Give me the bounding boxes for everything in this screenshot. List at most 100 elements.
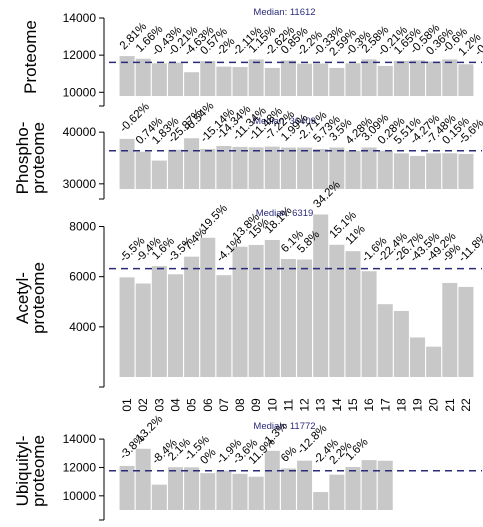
y-axis-title-line: Phospho- <box>13 122 32 195</box>
bar <box>184 256 200 377</box>
bar <box>151 160 167 189</box>
y-tick-label: 6000 <box>69 270 96 284</box>
bar <box>426 61 442 96</box>
bar <box>377 150 393 189</box>
bar <box>119 138 135 189</box>
y-axis-title-line: Proteome <box>21 20 40 94</box>
bar <box>329 147 345 189</box>
panel-4: 10000 12000 14000 Ubiquityl-proteome Median:… <box>13 413 482 521</box>
x-category-label: 17 <box>378 398 392 412</box>
bar <box>216 470 232 510</box>
bar <box>442 59 458 96</box>
bar <box>216 275 232 377</box>
bar <box>135 58 151 96</box>
x-category-label: 05 <box>185 398 199 412</box>
bar <box>297 63 313 96</box>
bar <box>345 251 361 377</box>
bar <box>167 274 183 377</box>
bar <box>329 474 345 510</box>
bar <box>248 476 264 510</box>
x-category-label: 06 <box>201 398 215 412</box>
bar <box>264 146 280 189</box>
bar <box>135 448 151 510</box>
x-category-label: 22 <box>459 398 473 412</box>
bar <box>280 147 296 189</box>
x-category-label: 04 <box>168 398 182 412</box>
bar <box>264 67 280 96</box>
y-axis-title: Phospho-proteome <box>13 122 48 195</box>
x-category-label: 20 <box>427 398 441 412</box>
bar-value-label: 1.6% <box>344 436 371 463</box>
bar <box>329 67 345 96</box>
x-category-label: 15 <box>346 398 360 412</box>
bar <box>232 473 248 510</box>
y-axis-title: Ubiquityl-proteome <box>13 435 48 507</box>
x-category-label: 16 <box>362 398 376 412</box>
bar <box>184 467 200 510</box>
bar <box>119 465 135 510</box>
bar <box>458 64 474 96</box>
bar <box>458 153 474 189</box>
bar <box>216 66 232 96</box>
bar <box>248 244 264 377</box>
bar <box>151 484 167 510</box>
bar <box>167 467 183 510</box>
x-category-label: 07 <box>217 398 231 412</box>
y-tick-label: 12000 <box>63 48 97 62</box>
bar <box>264 450 280 510</box>
bar <box>410 337 426 377</box>
bar <box>297 259 313 377</box>
x-category-label: 12 <box>298 398 312 412</box>
bar <box>377 460 393 510</box>
bar <box>361 147 377 189</box>
x-category-label: 09 <box>249 398 263 412</box>
y-axis-title-line: Acetyl- <box>13 272 32 324</box>
bar <box>297 460 313 510</box>
bar <box>200 237 216 377</box>
bar <box>377 304 393 377</box>
bar <box>426 153 442 189</box>
y-axis-title-line: proteome <box>29 122 48 194</box>
x-category-label: 14 <box>330 398 344 412</box>
bar <box>329 244 345 377</box>
bar <box>393 153 409 189</box>
x-category-label: 18 <box>394 398 408 412</box>
bar <box>280 60 296 96</box>
y-tick-label: 30000 <box>63 177 97 191</box>
y-tick-label: 10000 <box>63 489 97 503</box>
y-tick-label: 12000 <box>63 460 97 474</box>
bar <box>361 59 377 96</box>
bar <box>135 151 151 189</box>
y-tick-label: 4000 <box>69 320 96 334</box>
bar <box>119 277 135 377</box>
bar <box>361 271 377 377</box>
bar <box>200 61 216 96</box>
x-category-label: 13 <box>314 398 328 412</box>
y-tick-label: 10000 <box>63 85 97 99</box>
bar <box>248 59 264 96</box>
y-tick-label: 14000 <box>63 432 97 446</box>
bar <box>200 148 216 189</box>
y-axis-title-line: proteome <box>29 435 48 507</box>
y-axis-title-line: Ubiquityl- <box>13 436 32 507</box>
y-axis-title: Acetyl-proteome <box>13 262 48 334</box>
bar <box>167 149 183 189</box>
bar <box>313 148 329 189</box>
bar <box>280 259 296 377</box>
bar <box>280 468 296 510</box>
bar <box>377 65 393 96</box>
y-axis-title: Proteome <box>21 20 40 94</box>
bar <box>426 346 442 377</box>
median-label: Median: 11772 <box>253 421 315 432</box>
x-category-label: 03 <box>152 398 166 412</box>
bar <box>232 246 248 377</box>
y-tick-label: 40000 <box>63 125 97 139</box>
x-category-label: 19 <box>411 398 425 412</box>
bar <box>216 146 232 189</box>
bar <box>361 460 377 510</box>
y-tick-label: 14000 <box>63 11 97 25</box>
